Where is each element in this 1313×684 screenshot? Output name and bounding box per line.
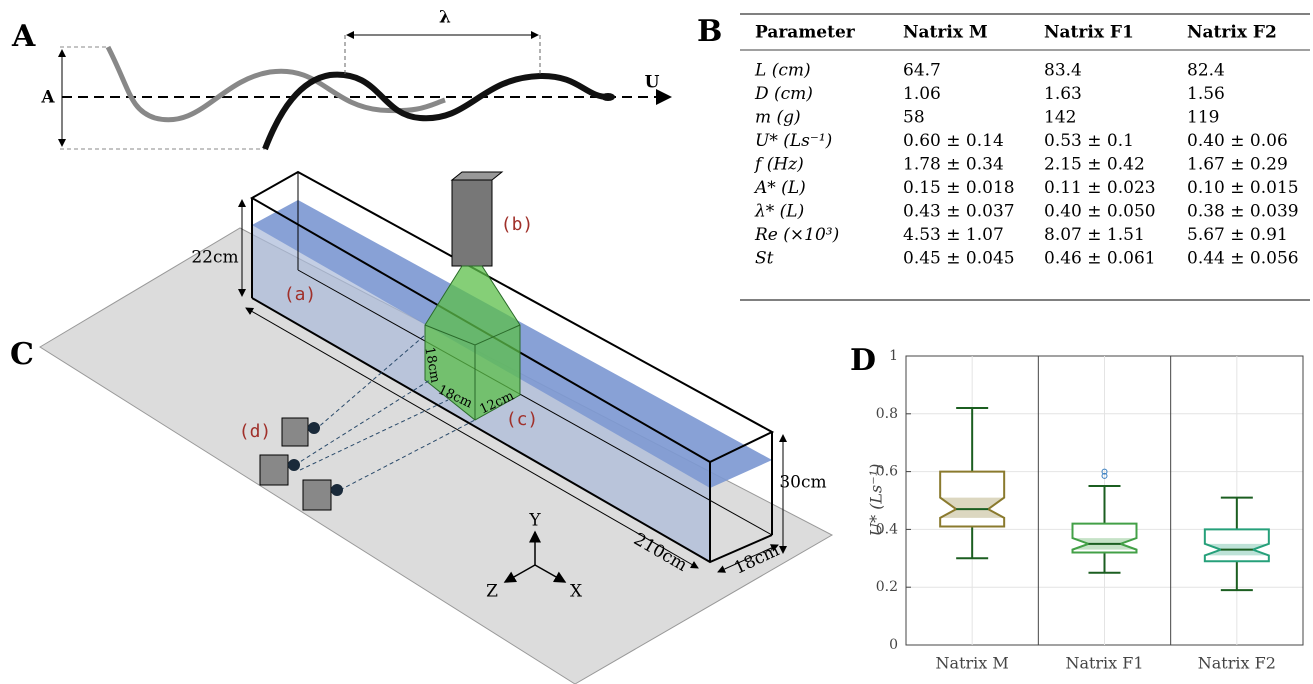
table-cell: 64.7 xyxy=(903,61,941,81)
table-cell: 0.44 ± 0.056 xyxy=(1187,249,1299,269)
row-label: St xyxy=(755,249,774,269)
amplitude-label: A xyxy=(40,88,55,108)
table-cell: 0.43 ± 0.037 xyxy=(903,202,1015,222)
volume-height: 18cm xyxy=(421,346,442,384)
row-label: Re (×10³) xyxy=(754,225,839,245)
table-cell: 0.60 ± 0.14 xyxy=(903,131,1004,151)
y-axis-label: U* (Ls⁻¹) xyxy=(867,464,886,537)
x-tick-label: Natrix F2 xyxy=(1198,654,1276,673)
row-label: f (Hz) xyxy=(753,155,804,175)
box xyxy=(1203,528,1270,563)
table-cell: 1.67 ± 0.29 xyxy=(1187,155,1288,175)
box xyxy=(1071,522,1138,554)
chart-title: D xyxy=(850,343,876,378)
axis-x-label: X xyxy=(570,582,583,602)
table-cell: 0.40 ± 0.06 xyxy=(1187,131,1288,151)
outlier xyxy=(1101,468,1108,475)
table-cell: 0.15 ± 0.018 xyxy=(903,178,1015,198)
table-cell: 0.53 ± 0.1 xyxy=(1044,131,1134,151)
cameras-label: (d) xyxy=(239,421,272,442)
panel-c: C 22cm (a) (b) (c) (d) 18cm 18cm 12cm 30… xyxy=(10,170,834,684)
table-cell: 4.53 ± 1.07 xyxy=(903,225,1004,245)
panel-a: A A λ U xyxy=(11,8,672,151)
table-cell: 82.4 xyxy=(1187,61,1225,81)
table-cell: 119 xyxy=(1187,108,1219,128)
table-cell: 0.40 ± 0.050 xyxy=(1044,202,1156,222)
y-tick-label: 0 xyxy=(889,637,898,653)
y-tick-label: 0.6 xyxy=(876,464,898,480)
x-tick-label: Natrix M xyxy=(936,654,1009,673)
table-cell: 0.10 ± 0.015 xyxy=(1187,178,1299,198)
y-tick-label: 0.8 xyxy=(876,406,898,422)
outlier xyxy=(1101,472,1108,479)
axis-z-label: Z xyxy=(486,582,498,602)
row-label: U* (Ls⁻¹) xyxy=(755,131,832,151)
table-cell: 0.46 ± 0.061 xyxy=(1044,249,1156,269)
depth-label: 22cm xyxy=(191,248,238,268)
table-cell: 58 xyxy=(903,108,925,128)
y-tick-label: 0.2 xyxy=(876,579,898,595)
wavelength-label: λ xyxy=(439,8,451,28)
y-tick-label: 0.4 xyxy=(876,521,898,537)
table-cell: 1.56 xyxy=(1187,84,1225,104)
table-header: Natrix M xyxy=(903,23,988,43)
row-label: m (g) xyxy=(755,108,801,128)
table-header: Parameter xyxy=(755,23,856,43)
row-label: A* (L) xyxy=(753,178,806,198)
height-label: 30cm xyxy=(779,473,826,493)
panel-label: B xyxy=(697,14,722,49)
table-cell: 2.15 ± 0.42 xyxy=(1044,155,1145,175)
notch-area xyxy=(940,497,1005,518)
table-cell: 1.78 ± 0.34 xyxy=(903,155,1004,175)
panel-label: A xyxy=(11,19,36,54)
table-cell: 1.63 xyxy=(1044,84,1082,104)
axis-y-label: Y xyxy=(528,511,541,531)
camera-label: (b) xyxy=(501,214,534,235)
volume-label: (c) xyxy=(506,409,539,430)
panel-d: D U* (Ls⁻¹) 0 0.2 0.4 0.6 0.8 1 Natrix M Natrix… xyxy=(850,343,1304,673)
table-cell: 1.06 xyxy=(903,84,941,104)
table-header: Natrix F1 xyxy=(1044,23,1134,43)
y-tick-label: 1 xyxy=(889,348,898,364)
table-cell: 0.45 ± 0.045 xyxy=(903,249,1015,269)
table-cell: 5.67 ± 0.91 xyxy=(1187,225,1288,245)
velocity-label: U xyxy=(645,73,660,93)
table-cell: 0.38 ± 0.039 xyxy=(1187,202,1299,222)
row-label: L (cm) xyxy=(754,61,811,81)
table-cell: 142 xyxy=(1044,108,1076,128)
table-cell: 8.07 ± 1.51 xyxy=(1044,225,1145,245)
table-cell: 0.11 ± 0.023 xyxy=(1044,178,1156,198)
panel-label: C xyxy=(10,337,34,372)
row-label: λ* (L) xyxy=(754,202,804,222)
x-tick-label: Natrix F1 xyxy=(1065,654,1143,673)
table-cell: 83.4 xyxy=(1044,61,1082,81)
table-header: Natrix F2 xyxy=(1187,23,1277,43)
row-label: D (cm) xyxy=(754,84,813,104)
box xyxy=(939,470,1006,528)
tank-label: (a) xyxy=(284,284,317,305)
panel-b: B Parameter Natrix M Natrix F1 Natrix F2 L (… xyxy=(697,13,1310,301)
